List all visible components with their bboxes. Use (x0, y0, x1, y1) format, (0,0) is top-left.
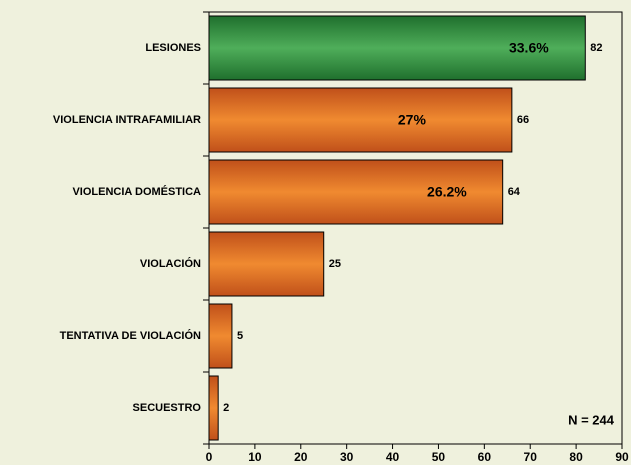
category-label: TENTATIVA DE VIOLACIÓN (60, 329, 201, 342)
category-label: SECUESTRO (133, 402, 202, 414)
percent-label: 26.2% (427, 184, 467, 200)
value-label: 66 (517, 114, 529, 126)
x-tick-label: 40 (386, 450, 400, 464)
value-label: 25 (329, 258, 341, 270)
x-tick-label: 20 (294, 450, 308, 464)
value-label: 2 (223, 402, 229, 414)
bar (208, 231, 325, 297)
x-tick-label: 90 (615, 450, 629, 464)
category-label: VIOLENCIA DOMÉSTICA (72, 185, 201, 198)
percent-label: 33.6% (509, 40, 549, 56)
annotation: N = 244 (568, 412, 615, 427)
bar (208, 375, 219, 441)
x-tick-label: 80 (569, 450, 583, 464)
category-label: VIOLENCIA INTRAFAMILIAR (53, 114, 201, 126)
x-tick-label: 60 (478, 450, 492, 464)
x-tick-label: 30 (340, 450, 354, 464)
percent-label: 27% (398, 112, 427, 128)
x-tick-label: 0 (206, 450, 213, 464)
bar (208, 159, 504, 225)
value-label: 64 (508, 186, 521, 198)
bar (208, 303, 233, 369)
x-tick-label: 70 (524, 450, 538, 464)
value-label: 5 (237, 330, 243, 342)
x-tick-label: 10 (248, 450, 262, 464)
bar (208, 87, 513, 153)
category-label: VIOLACIÓN (140, 257, 201, 270)
x-tick-label: 50 (432, 450, 446, 464)
bar (208, 15, 586, 81)
value-label: 82 (590, 42, 602, 54)
category-label: LESIONES (145, 42, 201, 54)
